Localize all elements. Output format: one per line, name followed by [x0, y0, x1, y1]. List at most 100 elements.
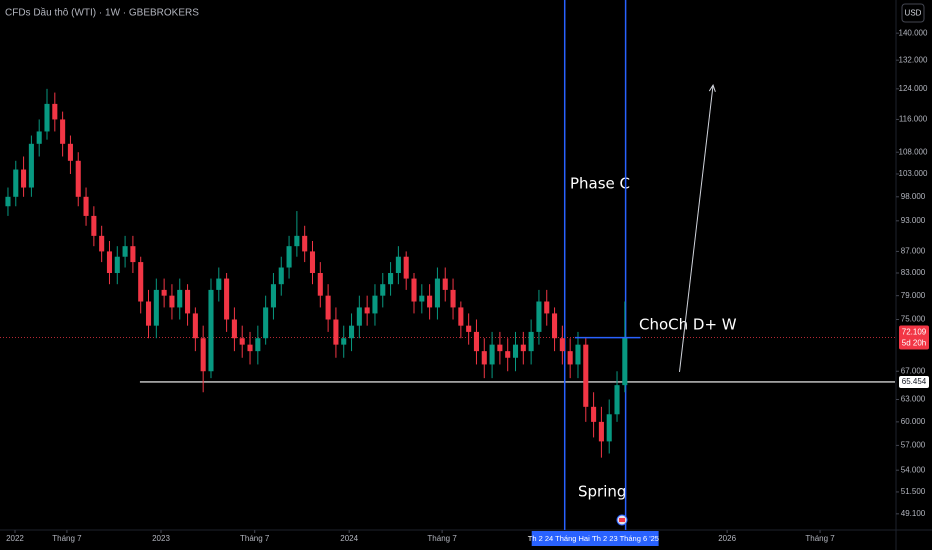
candle-body	[497, 344, 503, 352]
candle-body	[559, 338, 565, 352]
candle-body	[606, 414, 612, 442]
candle-body	[567, 351, 573, 365]
candle-body	[169, 295, 175, 308]
candle-body	[622, 337, 628, 386]
candle-body	[598, 421, 604, 442]
candle-body	[591, 406, 597, 422]
candle-body	[341, 338, 347, 345]
y-tick-label: 108.000	[899, 147, 928, 156]
candle-body	[231, 319, 237, 339]
x-tick-label: 2024	[340, 534, 358, 543]
level-label: 65.454	[902, 377, 927, 386]
candle-body	[552, 313, 558, 339]
candle-body	[208, 289, 214, 372]
candle-body	[263, 307, 269, 339]
range-marker-box	[531, 531, 598, 546]
candle-body	[333, 319, 339, 345]
level-box	[899, 375, 929, 388]
candle-body	[388, 273, 394, 285]
candle-body	[442, 278, 448, 290]
countdown-label: 5d 20h	[902, 339, 926, 348]
candle-body	[278, 267, 284, 285]
candle-body	[505, 351, 511, 358]
candle-body	[302, 235, 308, 252]
candle-body	[130, 246, 136, 263]
candle-body	[356, 307, 362, 326]
y-tick-label: 140.000	[899, 28, 928, 37]
candle-body	[270, 284, 276, 308]
spring-label: Spring	[578, 483, 626, 501]
x-tick-label: Tháng 7	[427, 534, 457, 543]
candle-body	[106, 251, 113, 274]
candle-body	[138, 262, 144, 302]
candle-body	[239, 338, 245, 345]
y-tick-label: 93.000	[901, 216, 926, 225]
candle-body	[83, 196, 89, 216]
y-tick-label: 79.000	[901, 291, 926, 300]
candle-body	[583, 344, 589, 407]
candle-body	[364, 307, 370, 314]
candle-body	[372, 295, 378, 314]
candle-body	[52, 103, 58, 120]
candle-body	[348, 325, 355, 339]
candle-body	[380, 284, 386, 296]
last-price-box	[899, 325, 929, 350]
y-tick-label: 54.000	[901, 465, 926, 474]
candle-body	[99, 235, 105, 252]
y-tick-label: 63.000	[901, 395, 926, 404]
candle-body	[153, 289, 159, 326]
chart-title: CFDs Dầu thô (WTI) · 1W · GBEBROKERS	[5, 7, 199, 19]
candle-body	[286, 246, 292, 268]
candle-body	[177, 289, 183, 308]
range-marker-box	[592, 531, 659, 546]
currency-label[interactable]: USD	[905, 9, 922, 18]
currency-button[interactable]	[901, 3, 925, 23]
candle-body	[458, 307, 464, 326]
y-tick-label: 103.000	[899, 169, 928, 178]
candle-body	[67, 143, 73, 161]
last-price-label: 72.109	[902, 328, 927, 337]
candle-body	[224, 278, 230, 320]
y-tick-label: 132.000	[899, 55, 928, 64]
candle-body	[427, 295, 433, 308]
y-tick-label: 87.000	[901, 247, 926, 256]
candle-body	[255, 338, 261, 352]
x-tick-label: Tháng 7	[805, 534, 835, 543]
choch-label: ChoCh D+ W	[639, 316, 737, 334]
y-tick-label: 57.000	[901, 441, 926, 450]
y-tick-label: 67.000	[901, 366, 926, 375]
candle-body	[216, 278, 222, 290]
y-tick-label: 98.000	[901, 192, 926, 201]
y-tick-label: 124.000	[899, 84, 928, 93]
candle-body	[614, 385, 620, 415]
candle-body	[5, 196, 11, 207]
candle-body	[309, 251, 316, 274]
x-tick-label: 2022	[6, 534, 24, 543]
x-tick-label: Tháng 7	[52, 534, 82, 543]
candle-body	[419, 295, 425, 302]
arrow-line	[678, 85, 714, 372]
candle-body	[395, 256, 401, 274]
candle-body	[91, 215, 97, 236]
candle-body	[60, 119, 66, 144]
candle-body	[575, 344, 581, 365]
candle-body	[434, 278, 440, 308]
y-tick-label: 49.100	[901, 509, 926, 518]
candle-body	[450, 289, 456, 308]
y-tick-label: 75.000	[901, 315, 926, 324]
candle-body	[544, 301, 550, 314]
x-tick-label: Tháng 7	[240, 534, 270, 543]
candle-body	[200, 338, 206, 372]
candle-body	[294, 235, 300, 247]
candle-body	[466, 325, 472, 332]
candle-body	[411, 278, 417, 302]
y-tick-label: 83.000	[901, 268, 926, 277]
candle-body	[403, 256, 409, 279]
candle-body	[21, 169, 27, 188]
candle-body	[185, 289, 191, 314]
phase-label: Phase C	[570, 175, 630, 193]
x-tick-label: 2026	[718, 534, 736, 543]
candle-body	[122, 246, 128, 257]
candle-body	[325, 295, 331, 320]
